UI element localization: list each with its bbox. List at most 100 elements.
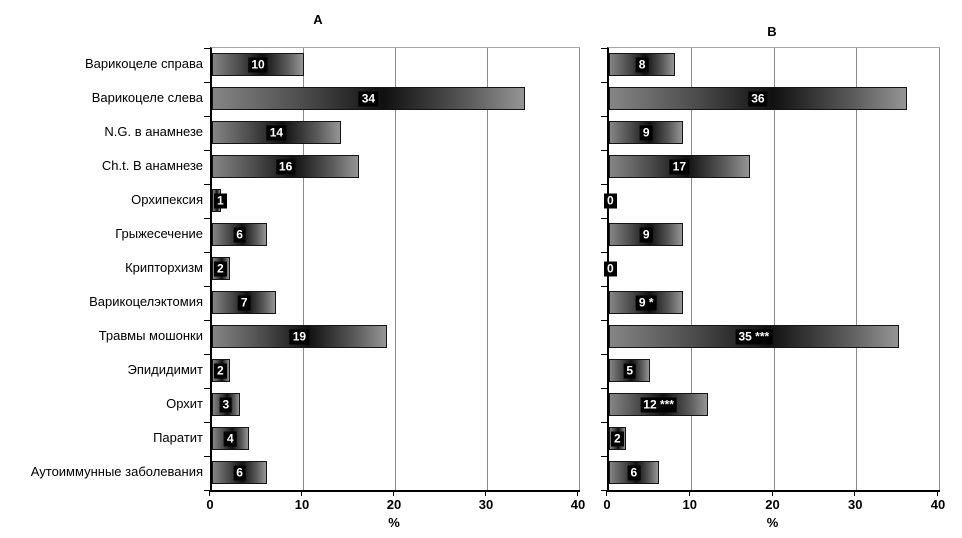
bar-row: 5	[609, 354, 940, 388]
category-axis: Варикоцеле справа Варикоцеле слева N.G. в …	[0, 47, 203, 489]
x-axis-tick	[301, 491, 302, 496]
x-axis-tick	[209, 491, 210, 496]
y-axis-tick	[601, 422, 607, 423]
x-tick-label: 40	[570, 497, 586, 512]
category-label: Варикоцеле слева	[91, 90, 203, 105]
bar-value-label: 19	[289, 329, 310, 345]
bar-value-label: 8	[635, 57, 649, 73]
category-label: Эпидидимит	[127, 362, 204, 377]
y-axis-tick	[204, 490, 210, 491]
category-label: Варикоцеле справа	[85, 56, 203, 71]
bar-row: 14	[212, 116, 580, 150]
y-axis-tick	[204, 422, 210, 423]
y-axis-tick	[204, 388, 210, 389]
bar-value-label: 14	[266, 125, 287, 141]
bar-row: 6	[212, 456, 580, 490]
gridline	[395, 48, 396, 490]
y-axis-tick	[601, 320, 607, 321]
bar-row: 9	[609, 116, 940, 150]
bar-row: 0	[604, 252, 940, 286]
bar-value-label: 6	[233, 465, 246, 481]
bar-value-label: 7	[237, 295, 251, 311]
bar-row: 34	[212, 82, 580, 116]
gridline	[487, 48, 488, 490]
category-label: Орхит	[166, 396, 203, 411]
y-axis-tick	[601, 252, 607, 253]
y-axis-tick	[204, 218, 210, 219]
bar-row: 35 ***	[609, 320, 940, 354]
gridline	[939, 48, 940, 490]
x-tick-label: 10	[294, 497, 310, 512]
y-axis-tick	[601, 456, 607, 457]
bar-row: 4	[212, 422, 580, 456]
gridline	[303, 48, 304, 490]
y-axis-tick	[204, 252, 210, 253]
y-axis-tick	[601, 286, 607, 287]
x-axis-tick	[937, 491, 938, 496]
bar-row: 0	[604, 184, 940, 218]
bar-value-label: 2	[611, 431, 624, 447]
category-label: Травмы мошонки	[98, 328, 203, 343]
x-tick-label: 30	[848, 497, 863, 512]
x-tick-label: 20	[386, 497, 402, 512]
bar-value-label: 17	[669, 159, 690, 175]
x-axis-tick	[854, 491, 856, 496]
bar-row: 36	[609, 82, 940, 116]
category-label: Аутоиммунные заболевания	[30, 464, 203, 479]
bar-value-label: 2	[214, 363, 227, 379]
bar-value-label: 9	[639, 125, 653, 141]
bar-value-label: 1	[214, 193, 227, 209]
bar-row: 7	[212, 286, 580, 320]
category-label: Грыжесечение	[115, 226, 203, 241]
y-axis-tick	[204, 116, 210, 117]
x-axis-tick	[688, 491, 690, 496]
bar-row: 8	[609, 48, 940, 82]
bar-row: 3	[212, 388, 580, 422]
y-axis-tick	[601, 116, 607, 117]
bar-value-label: 9	[639, 227, 653, 243]
gridline	[773, 48, 775, 490]
gridline	[856, 48, 858, 490]
panel-b-title: B	[767, 24, 777, 39]
y-axis-tick	[204, 184, 210, 185]
x-tick-label: 20	[765, 497, 780, 512]
x-axis-label-b: %	[766, 515, 779, 530]
x-axis-tick	[606, 491, 607, 496]
y-axis-tick	[601, 354, 607, 355]
gridline	[690, 48, 692, 490]
x-tick-label: 40	[930, 497, 946, 512]
category-label: Орхипексия	[131, 192, 203, 207]
bar-value-label: 36	[748, 91, 768, 107]
y-axis-tick	[204, 48, 210, 49]
y-axis-tick	[204, 82, 210, 83]
bar-value-label: 10	[248, 57, 268, 73]
y-axis-tick	[601, 218, 607, 219]
y-axis-tick	[204, 150, 210, 151]
y-axis-tick	[204, 286, 210, 287]
y-axis-tick	[204, 456, 210, 457]
x-tick-label: 10	[682, 497, 697, 512]
y-axis-tick	[601, 150, 607, 151]
x-axis-label-a: %	[388, 515, 400, 530]
plot-area-a: 10 34 14 16 1 6 2 7 19 2 3 4 6	[204, 47, 580, 492]
bar-row: 10	[212, 48, 580, 82]
bar-value-label: 0	[604, 261, 617, 277]
bar-row: 17	[609, 150, 940, 184]
x-axis-tick	[771, 491, 773, 496]
bar-row: 9 *	[609, 286, 940, 320]
bar-row: 16	[212, 150, 580, 184]
bar-value-label: 12 ***	[640, 397, 677, 413]
bar-row: 19	[212, 320, 580, 354]
gridline	[579, 48, 580, 490]
x-axis-a: % 0 10 20 30 40	[206, 491, 585, 535]
bar-value-label: 0	[604, 193, 617, 209]
bar-value-label: 35 ***	[735, 329, 773, 345]
x-tick-label: 0	[603, 497, 611, 512]
x-axis-tick	[577, 491, 578, 496]
y-axis-tick	[204, 320, 210, 321]
y-axis-tick	[601, 48, 607, 49]
bar-value-label: 6	[627, 465, 641, 481]
x-tick-label: 0	[206, 497, 214, 512]
bar-row: 1	[212, 184, 580, 218]
